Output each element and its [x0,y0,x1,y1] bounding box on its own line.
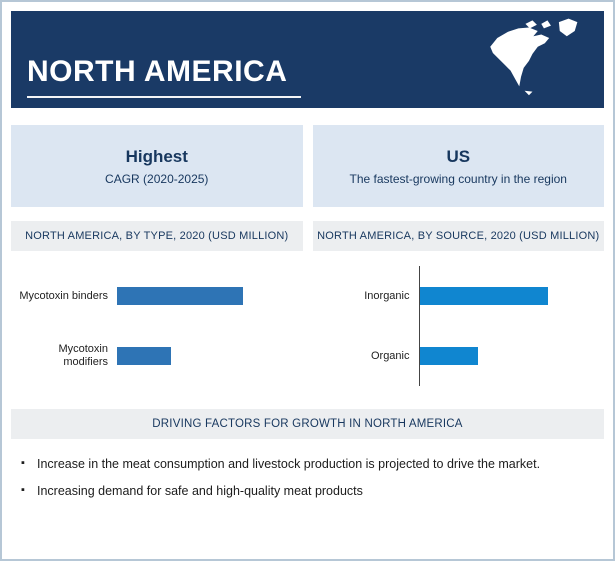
highlight-panel-country: US The fastest-growing country in the re… [312,125,604,207]
highlight-panel-cagr: Highest CAGR (2020-2025) [11,125,303,207]
panel-title: US [446,146,471,166]
bar [117,287,243,305]
bar-category-label: Inorganic [364,289,410,302]
driving-factor-item: Increase in the meat consumption and liv… [21,457,594,471]
bar [117,347,171,365]
charts-row: NORTH AMERICA, BY TYPE, 2020 (USD MILLIO… [11,221,604,401]
bar-chart-by-type: Mycotoxin binders Mycotoxin modifiers [11,251,303,401]
page-title: NORTH AMERICA [27,57,302,98]
chart-by-type: NORTH AMERICA, BY TYPE, 2020 (USD MILLIO… [11,221,303,401]
driving-factor-item: Increasing demand for safe and high-qual… [21,484,594,498]
bar-track [418,266,599,326]
bar-track [117,326,297,386]
bar-track [117,266,297,326]
bar-row: Inorganic [313,266,599,326]
bar-category-label: Mycotoxin modifiers [58,343,108,368]
bar-chart-by-source: Inorganic Organic [313,251,605,401]
panel-subtitle: CAGR (2020-2025) [105,171,209,186]
bar-track [418,326,599,386]
chart-header: NORTH AMERICA, BY SOURCE, 2020 (USD MILL… [312,221,604,251]
driving-factors-list: Increase in the meat consumption and liv… [11,457,604,498]
bar-row: Organic [313,326,599,386]
bar [419,287,549,305]
header-band: NORTH AMERICA [11,11,604,108]
highlight-panels-row: Highest CAGR (2020-2025) US The fastest-… [11,125,604,207]
driving-factors-header: DRIVING FACTORS FOR GROWTH IN NORTH AMER… [11,409,604,439]
bar-category-label: Mycotoxin binders [19,289,108,302]
north-america-map-icon [480,16,592,104]
chart-by-source: NORTH AMERICA, BY SOURCE, 2020 (USD MILL… [312,221,605,401]
bar-row: Mycotoxin binders [11,266,297,326]
chart-header: NORTH AMERICA, BY TYPE, 2020 (USD MILLIO… [11,221,303,251]
bar-category-label: Organic [370,349,410,362]
panel-subtitle: The fastest-growing country in the regio… [349,171,567,186]
bar [419,347,479,365]
bar-row: Mycotoxin modifiers [11,326,297,386]
panel-title: Highest [125,146,188,166]
